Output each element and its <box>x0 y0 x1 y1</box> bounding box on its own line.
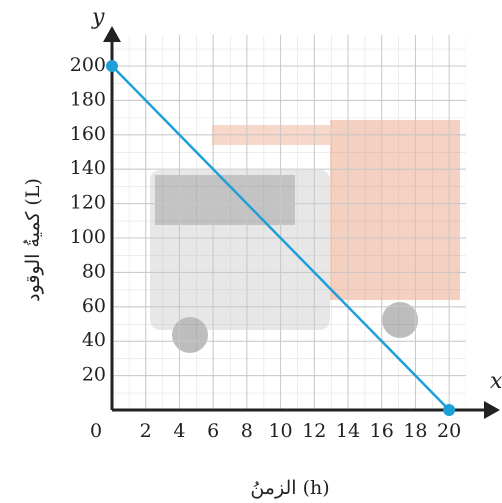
y-tick-label: 120 <box>70 192 106 214</box>
y-tick-label: 20 <box>82 364 106 386</box>
x-tick-label: 12 <box>302 420 326 442</box>
x-tick-label: 16 <box>370 420 394 442</box>
x-tick-label: 2 <box>140 420 152 442</box>
minor-grid <box>112 35 466 410</box>
y-tick-label: 60 <box>82 295 106 317</box>
x-tick-label: 6 <box>207 420 219 442</box>
y-axis-arrow <box>103 26 121 42</box>
y-tick-label: 140 <box>70 157 106 179</box>
truck-illustration <box>150 120 460 353</box>
y-axis-symbol: y <box>91 5 105 30</box>
x-axis-label: الزمنُ (h) <box>250 477 329 499</box>
y-axis-label: كميةُ الوقود (L) <box>22 178 44 302</box>
x-axis-arrow <box>484 401 500 419</box>
x-tick-label: 0 <box>90 420 102 442</box>
y-tick-label: 40 <box>82 329 106 351</box>
point <box>443 404 456 416</box>
x-tick-label: 14 <box>336 420 360 442</box>
y-tick-label: 180 <box>70 88 106 110</box>
y-tick-label: 80 <box>82 260 106 282</box>
x-axis-symbol: x <box>490 369 502 394</box>
point <box>106 59 118 72</box>
y-tick-label: 160 <box>70 123 106 145</box>
line <box>111 65 451 411</box>
x-tick-label: 4 <box>173 420 185 442</box>
y-tick-label: 100 <box>70 226 106 248</box>
x-tick-label: 18 <box>403 420 427 442</box>
y-tick-label: 200 <box>70 54 106 76</box>
x-tick-label: 20 <box>437 420 461 442</box>
x-tick-label: 8 <box>241 420 253 442</box>
x-tick-label: 10 <box>268 420 292 442</box>
